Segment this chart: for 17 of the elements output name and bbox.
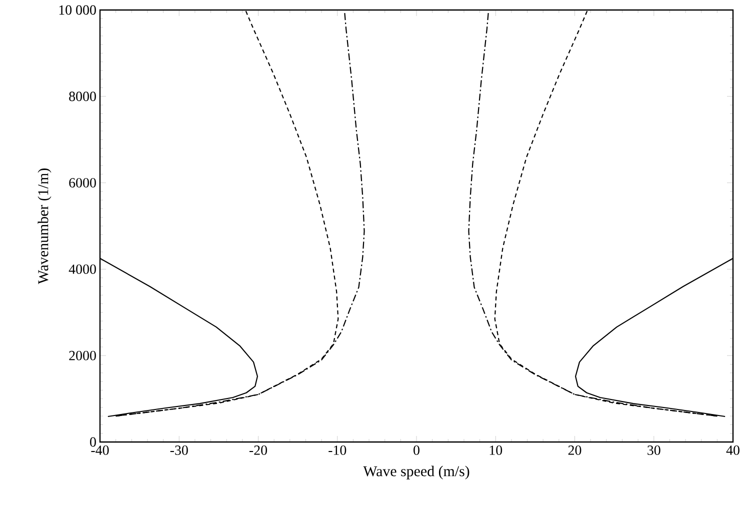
x-tick-label: 30 [648, 446, 660, 455]
y-tick-label: 8000 [69, 92, 96, 102]
y-axis-title: Wavenumber (1/m) [38, 168, 52, 284]
y-tick-label: 2000 [69, 350, 96, 360]
x-tick-label: -20 [249, 446, 268, 455]
x-axis-title: Wave speed (m/s) [363, 466, 470, 480]
x-tick-label: -30 [170, 446, 188, 455]
x-tick-label: 10 [490, 446, 502, 455]
x-tick-label: 40 [726, 446, 740, 455]
x-tick-label: 0 [414, 446, 420, 455]
x-tick-label: -40 [91, 446, 109, 455]
x-tick-label: -10 [328, 446, 346, 455]
y-tick-label: 6000 [69, 178, 96, 188]
y-tick-label: 0 [90, 437, 96, 447]
y-tick-label: 10 000 [59, 5, 96, 15]
x-tick-label: 20 [568, 446, 582, 455]
y-tick-label: 4000 [68, 264, 96, 274]
